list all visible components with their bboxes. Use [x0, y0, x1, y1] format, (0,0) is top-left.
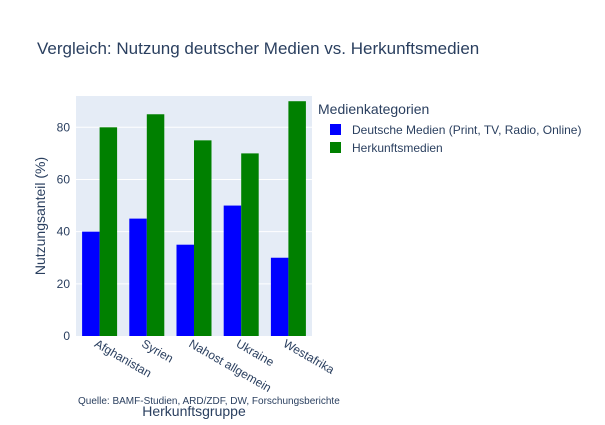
legend-entry: Herkunftsmedien: [352, 141, 443, 155]
y-axis-label: Nutzungsanteil (%): [32, 157, 48, 275]
y-tick-label: 0: [63, 329, 70, 343]
x-axis-label: Herkunftsgruppe: [142, 403, 246, 419]
chart-title: Vergleich: Nutzung deutscher Medien vs. …: [37, 39, 479, 58]
bar-deutsche-medien: [176, 244, 194, 336]
bar-deutsche-medien: [270, 257, 289, 336]
x-tick-label: Westafrika: [281, 336, 337, 377]
legend-swatch: [330, 142, 341, 153]
x-tick-label: Nahost allgemein: [187, 336, 274, 394]
x-tick-label: Syrien: [139, 336, 175, 365]
bars: [82, 101, 306, 337]
y-tick-label: 60: [57, 172, 71, 186]
bar-herkunftsmedien: [99, 127, 118, 336]
bar-deutsche-medien: [82, 231, 100, 336]
legend-entry: Deutsche Medien (Print, TV, Radio, Onlin…: [352, 123, 581, 137]
y-tick-label: 80: [57, 120, 71, 134]
bar-deutsche-medien: [129, 218, 147, 336]
bar-herkunftsmedien: [288, 101, 306, 336]
bar-deutsche-medien: [223, 205, 242, 336]
legend: Medienkategorien Deutsche Medien (Print,…: [318, 101, 581, 155]
y-tick-label: 20: [57, 277, 71, 291]
source-annotation: Quelle: BAMF-Studien, ARD/ZDF, DW, Forsc…: [78, 396, 340, 407]
bar-herkunftsmedien: [241, 153, 259, 336]
y-axis-ticks: 0 20 40 60 80: [57, 120, 71, 343]
legend-title: Medienkategorien: [318, 101, 429, 117]
y-tick-label: 40: [57, 225, 71, 239]
bar-herkunftsmedien: [146, 114, 165, 337]
legend-swatch: [330, 124, 341, 135]
bar-herkunftsmedien: [194, 140, 212, 336]
